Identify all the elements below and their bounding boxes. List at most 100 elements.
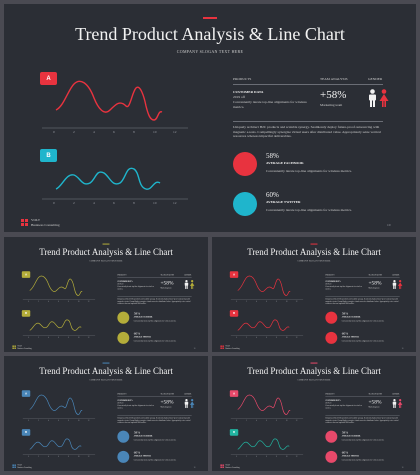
- chart-tick-label: 8: [275, 336, 277, 339]
- chart-tick-label: 2: [246, 336, 248, 339]
- chart-tick-label: 6: [265, 300, 267, 303]
- facebook-stat-value: 58%: [341, 430, 349, 435]
- chart-tick-label: 0: [236, 336, 238, 339]
- chart-tick-label: 6: [265, 455, 267, 458]
- page-number: 10: [193, 466, 196, 469]
- table-row-desc: Conveniently iterate top-line alignments…: [233, 100, 307, 109]
- chart-tick-label: 4: [256, 336, 257, 339]
- male-person-icon: [392, 279, 397, 289]
- title-accent-bar: [310, 243, 318, 245]
- chart-a: [22, 275, 96, 300]
- female-person-icon: [379, 89, 389, 107]
- thumbnail-slide-red[interactable]: Trend Product Analysis & Line Chart COMP…: [212, 237, 416, 352]
- company-logo: [21, 219, 28, 226]
- twitter-stat-label: AVERAGE TWITTER: [133, 454, 151, 457]
- table-col-team: TEAM ANALYSIS: [320, 77, 348, 81]
- table-col-gender: GENDER: [184, 273, 192, 276]
- table-header-line: [117, 396, 192, 397]
- chart-tick-label: 0: [28, 300, 30, 303]
- chart-a-line: [237, 275, 291, 296]
- chart-b-badge: B: [229, 429, 239, 436]
- title-accent-bar: [102, 362, 110, 364]
- table-percent-label: Marketing team: [160, 405, 172, 408]
- facebook-stat-desc: Conveniently iterate top-line alignments…: [133, 439, 177, 442]
- company-logo: [220, 345, 224, 349]
- chart-tick-label: 10: [285, 455, 288, 458]
- thumbnail-content: Trend Product Analysis & Line Chart COMP…: [4, 237, 208, 352]
- slide-subtitle: COMPANY SLOGAN TEXT HERE: [89, 259, 123, 263]
- chart-a: [230, 275, 304, 300]
- chart-b: [22, 319, 96, 336]
- chart-tick-label: 2: [73, 130, 75, 134]
- title-accent-bar: [310, 362, 318, 364]
- chart-tick-label: 12: [295, 455, 298, 458]
- twitter-stat-circle: [117, 331, 130, 344]
- table-bottom-line: [233, 121, 383, 122]
- chart-a-line: [237, 394, 291, 415]
- chart-tick-label: 0: [28, 455, 30, 458]
- thumbnail-slide-steel[interactable]: Trend Product Analysis & Line Chart COMP…: [4, 356, 208, 471]
- twitter-stat-circle: [325, 450, 338, 463]
- female-person-icon: [397, 398, 403, 408]
- table-row-year: 2019 off: [325, 282, 332, 285]
- chart-tick-label: 12: [295, 419, 298, 422]
- facebook-stat-label: AVERAGE FACEBOOK: [133, 435, 153, 438]
- facebook-stat-label: AVERAGE FACEBOOK: [341, 435, 361, 438]
- logo-line2: Business Consulting: [225, 347, 240, 350]
- chart-tick-label: 8: [67, 300, 69, 303]
- main-slide[interactable]: Trend Product Analysis & Line Chart COMP…: [4, 4, 416, 232]
- chart-a: [22, 394, 96, 419]
- table-header-line: [325, 396, 400, 397]
- twitter-stat-value: 60%: [133, 450, 141, 455]
- table-percent: +58%: [160, 398, 174, 405]
- description-paragraph: Uniquely architect B2C products and scal…: [117, 298, 191, 305]
- table-row-desc: Conveniently iterate top-line alignments…: [117, 285, 154, 290]
- slide-subtitle: COMPANY SLOGAN TEXT HERE: [297, 259, 331, 263]
- chart-tick-label: 4: [48, 300, 49, 303]
- female-person-icon: [189, 398, 195, 408]
- facebook-stat-value: 58%: [341, 311, 349, 316]
- table-header-line: [233, 84, 383, 85]
- title-accent-bar: [203, 17, 217, 19]
- table-row-desc: Conveniently iterate top-line alignments…: [325, 285, 362, 290]
- chart-a-badge: A: [229, 390, 239, 397]
- male-person-icon: [184, 279, 189, 289]
- chart-tick-label: 12: [295, 336, 298, 339]
- female-person-icon: [397, 279, 403, 289]
- table-percent: +58%: [368, 398, 382, 405]
- chart-b-line: [55, 167, 161, 190]
- facebook-stat-desc: Conveniently iterate top-line alignments…: [341, 320, 385, 323]
- chart-tick-label: 6: [265, 419, 267, 422]
- chart-tick-label: 4: [93, 130, 95, 134]
- chart-tick-label: 10: [285, 419, 288, 422]
- logo-line1: VOLT: [225, 463, 230, 466]
- facebook-stat-value: 58%: [266, 152, 279, 160]
- chart-tick-label: 12: [173, 201, 177, 205]
- table-col-team: TEAM ANALYSIS: [368, 392, 383, 395]
- facebook-stat-desc: Conveniently iterate top-line alignments…: [341, 439, 385, 442]
- thumbnail-slide-olive[interactable]: Trend Product Analysis & Line Chart COMP…: [4, 237, 208, 352]
- chart-b-line: [29, 438, 82, 450]
- chart-tick-label: 2: [38, 419, 40, 422]
- facebook-stat-circle: [325, 430, 338, 443]
- facebook-stat-value: 58%: [133, 430, 141, 435]
- chart-tick-label: 2: [246, 419, 248, 422]
- chart-tick-label: 0: [28, 419, 30, 422]
- table-percent: +58%: [368, 279, 382, 286]
- logo-line2: Business Consulting: [225, 466, 240, 469]
- table-row-title: CUSTOMER DATA: [325, 280, 341, 283]
- chart-tick-label: 2: [73, 201, 75, 205]
- chart-tick-label: 12: [295, 300, 298, 303]
- chart-a-badge: A: [21, 271, 31, 278]
- page-number: 10: [401, 466, 404, 469]
- facebook-stat-circle: [117, 311, 130, 324]
- chart-tick-label: 10: [77, 336, 80, 339]
- table-col-team: TEAM ANALYSIS: [160, 273, 175, 276]
- chart-tick-label: 8: [67, 455, 69, 458]
- twitter-stat-label: AVERAGE TWITTER: [133, 335, 151, 338]
- chart-tick-label: 4: [48, 336, 49, 339]
- chart-tick-label: 4: [256, 300, 257, 303]
- thumbnail-slide-pink-teal[interactable]: Trend Product Analysis & Line Chart COMP…: [212, 356, 416, 471]
- male-person-icon: [184, 398, 189, 408]
- slide-subtitle: COMPANY SLOGAN TEXT HERE: [176, 49, 244, 54]
